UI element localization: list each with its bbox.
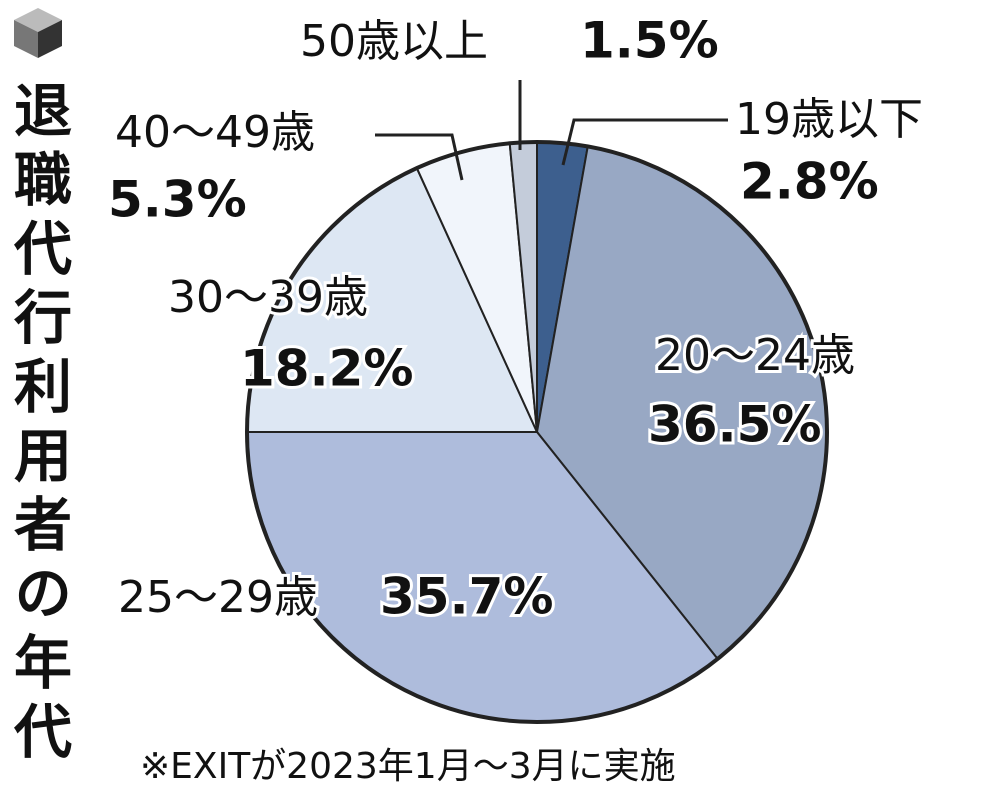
leader-lines [375, 80, 728, 181]
icon [14, 8, 62, 58]
pie-outline [245, 140, 829, 724]
slice-label: 20～24歳 [655, 330, 855, 381]
chart-title: 退職代行利用者の年代 [4, 80, 73, 770]
slice-label: 25～29歳 [118, 572, 318, 623]
slice-label: 50歳以上 [300, 16, 488, 67]
value-label: 36.5% [648, 396, 821, 454]
value-label: 18.2% [240, 340, 413, 398]
slice-label: 40～49歳 [115, 107, 315, 158]
value-label: 35.7% [380, 568, 553, 626]
value-label: 1.5% [580, 12, 719, 70]
value-label: 2.8% [740, 153, 879, 211]
value-label: 5.3% [108, 171, 247, 229]
pie [245, 140, 829, 724]
slice-label: 19歳以下 [735, 94, 923, 145]
slice-label: 30～39歳 [168, 272, 368, 323]
note: ※EXITが2023年1月～3月に実施 [140, 746, 676, 787]
